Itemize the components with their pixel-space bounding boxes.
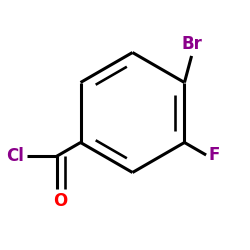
Text: O: O <box>54 192 68 210</box>
Text: Br: Br <box>181 36 202 54</box>
Text: Cl: Cl <box>6 147 24 165</box>
Text: F: F <box>208 146 220 164</box>
